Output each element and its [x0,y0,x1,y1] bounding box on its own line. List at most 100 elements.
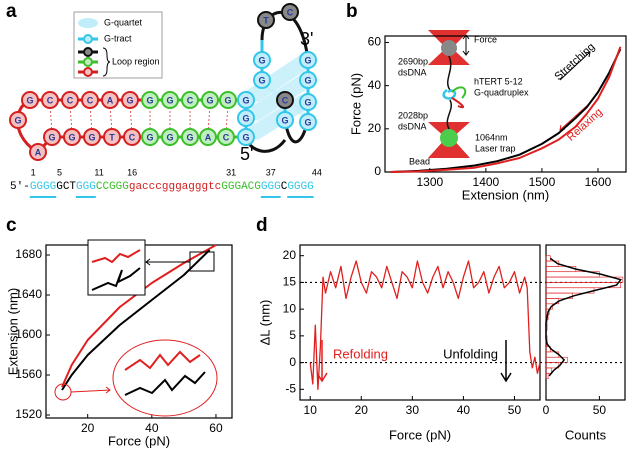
node [101,91,119,109]
node-label: C [287,7,294,17]
node [29,143,47,161]
node-label: G [242,132,249,142]
node-label: T [109,132,115,142]
node [253,51,271,69]
panel-label: c [6,215,17,236]
panel-label: b [346,1,358,22]
node-label: G [224,95,231,105]
y-tick-label: 1600 [15,327,42,341]
node [81,91,99,109]
y-tick-label: 1560 [15,367,42,381]
node [161,128,179,146]
x-tick-label: 40 [457,403,471,417]
x-axis-label: Force (pN) [389,427,451,442]
node [237,91,255,109]
node [276,91,294,109]
sequence-part: GCT [56,181,76,193]
y-tick-label: 15 [283,275,297,289]
node-label: G [242,95,249,105]
node-label: G [258,75,265,85]
node [281,3,299,21]
node [299,93,317,111]
node [123,128,141,146]
sequence-part: GGGG [287,181,313,193]
sequence-part: 5'- [10,181,30,193]
x-tick-label: 40 [145,421,159,435]
node-label: G [186,132,193,142]
legend-label: G-quartet [104,17,143,27]
node [276,111,294,129]
series-label: Relaxing [565,106,605,144]
y-axis-label: Extension (nm) [5,288,20,375]
plot-frame [384,35,627,173]
node [141,128,159,146]
node-label: G [68,132,75,142]
node-label: C [67,95,74,105]
x-tick-label: 20 [355,403,369,417]
series-label: Stretching [553,41,598,83]
node-label: G [304,55,311,65]
y-tick-label: 60 [368,35,382,49]
node [237,109,255,127]
annotation: hTERT 5-12 [474,76,523,86]
sequence-number: 5 [57,167,62,177]
node-label: G [146,95,153,105]
annotation: Laser trap [475,143,516,153]
annotation: 2690bp [398,56,428,66]
x-tick-label: 1300 [416,175,443,189]
x-tick-label: 50 [508,403,522,417]
node [181,128,199,146]
node [299,71,317,89]
node-label: G [48,132,55,142]
panel-label: d [256,215,268,236]
node-label: C [87,95,94,105]
node-label: C [187,95,194,105]
y-tick-label: 1640 [15,287,42,301]
sequence-part: CCGGG [96,181,129,193]
x-tick-label: 1400 [473,175,500,189]
fit-line [545,257,622,377]
plot-frame [299,244,541,401]
x-tick-label: 10 [304,403,318,417]
sequence-number: 44 [312,167,322,177]
node [43,128,61,146]
data-line [309,260,541,390]
node [9,111,27,129]
node [141,91,159,109]
node [21,91,39,109]
node-label: G [126,95,133,105]
node-label: G [166,132,173,142]
node-label: G [88,132,95,142]
data-line [61,244,217,388]
y-tick-label: 40 [368,78,382,92]
node [257,11,275,29]
sequence-part: C [281,181,288,193]
annotation: 2028bp [398,110,428,120]
sequence-part: GGGG [30,181,56,193]
node-label: G [258,55,265,65]
sequence: 5'-GGGGGCTGGGCCGGGgacccgggagggtcGGGACGGG… [10,181,314,193]
x-tick-label: 30 [406,403,420,417]
node-label: G [281,115,288,125]
x-axis-label: Extension (nm) [462,187,549,202]
legend-label: G-tract [104,33,132,43]
zoom-art [54,239,218,417]
annotation: 1064nm [475,132,508,142]
sequence-part: GGGACG [221,181,261,193]
panel-label: a [6,1,17,22]
node-label: G [304,117,311,127]
node [41,91,59,109]
y-tick-label: -5 [285,381,296,395]
y-axis-label: Force (pN) [348,73,363,135]
node-label: G [242,113,249,123]
y-tick-label: 1680 [15,247,42,261]
prime-label: 5' [240,144,253,164]
histogram-bar [545,346,551,353]
node [121,91,139,109]
node-label: G [146,132,153,142]
y-tick-label: 0 [374,164,381,178]
x-axis-label: Counts [565,427,607,442]
sequence-part: GGG [261,181,281,193]
x-tick-label: 60 [209,421,223,435]
